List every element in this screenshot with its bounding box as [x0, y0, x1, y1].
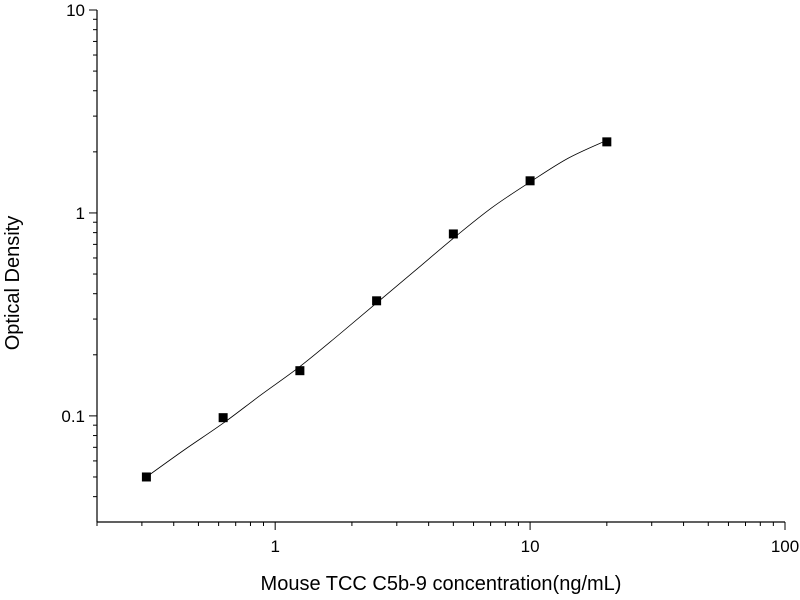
data-point [218, 413, 228, 423]
y-axis-title: Optical Density [2, 216, 24, 351]
x-axis-title: Mouse TCC C5b-9 concentration(ng/mL) [261, 573, 622, 595]
data-point [602, 137, 612, 147]
data-point [448, 229, 458, 239]
data-point [525, 176, 535, 186]
data-point [141, 472, 151, 482]
y-tick-label: 1 [76, 204, 85, 223]
x-tick-label: 10 [521, 537, 540, 556]
x-tick-label: 1 [270, 537, 279, 556]
fit-curve [146, 139, 607, 478]
y-tick-label: 0.1 [61, 407, 85, 426]
x-tick-label: 100 [771, 537, 799, 556]
data-point [295, 366, 305, 376]
data-point [372, 296, 382, 306]
y-tick-label: 10 [66, 1, 85, 20]
